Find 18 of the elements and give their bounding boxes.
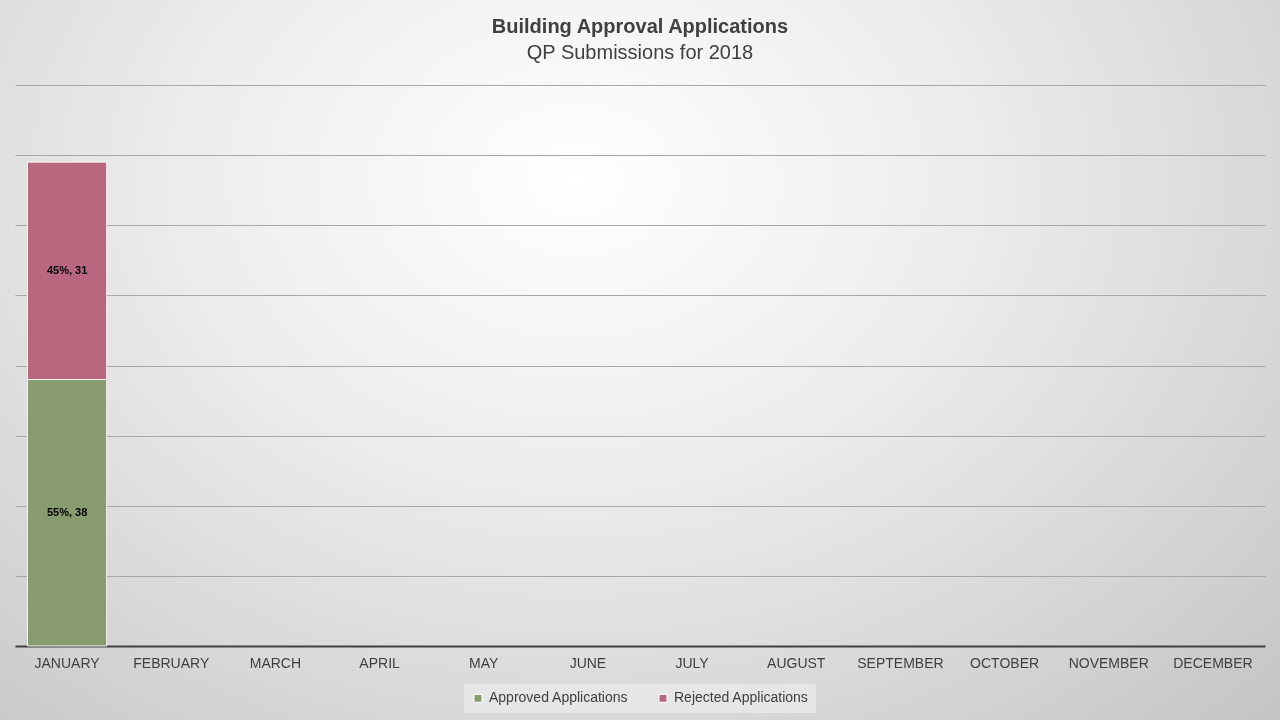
x-tick-label: APRIL [359,654,401,671]
data-label: 45%, 31 [46,263,88,276]
chart-subtitle: QP Submissions for 2018 [526,41,754,63]
chart-title: Building Approval Applications [491,15,789,37]
x-tick-label: MAY [469,654,500,671]
x-tick-label: FEBRUARY [133,654,210,671]
legend-label: Rejected Applications [674,689,808,706]
legend-label: Approved Applications [489,689,628,706]
x-tick-label: SEPTEMBER [857,654,944,671]
x-tick-label: MARCH [249,654,302,671]
x-tick-label: AUGUST [767,654,826,671]
data-label: 55%, 38 [46,505,88,518]
x-tick-label: JANUARY [34,654,101,671]
x-tick-label: OCTOBER [970,654,1040,671]
x-tick-label: JUNE [569,654,607,671]
x-tick-label: NOVEMBER [1068,654,1149,671]
x-tick-label: JULY [675,654,710,671]
x-tick-label: DECEMBER [1173,654,1253,671]
